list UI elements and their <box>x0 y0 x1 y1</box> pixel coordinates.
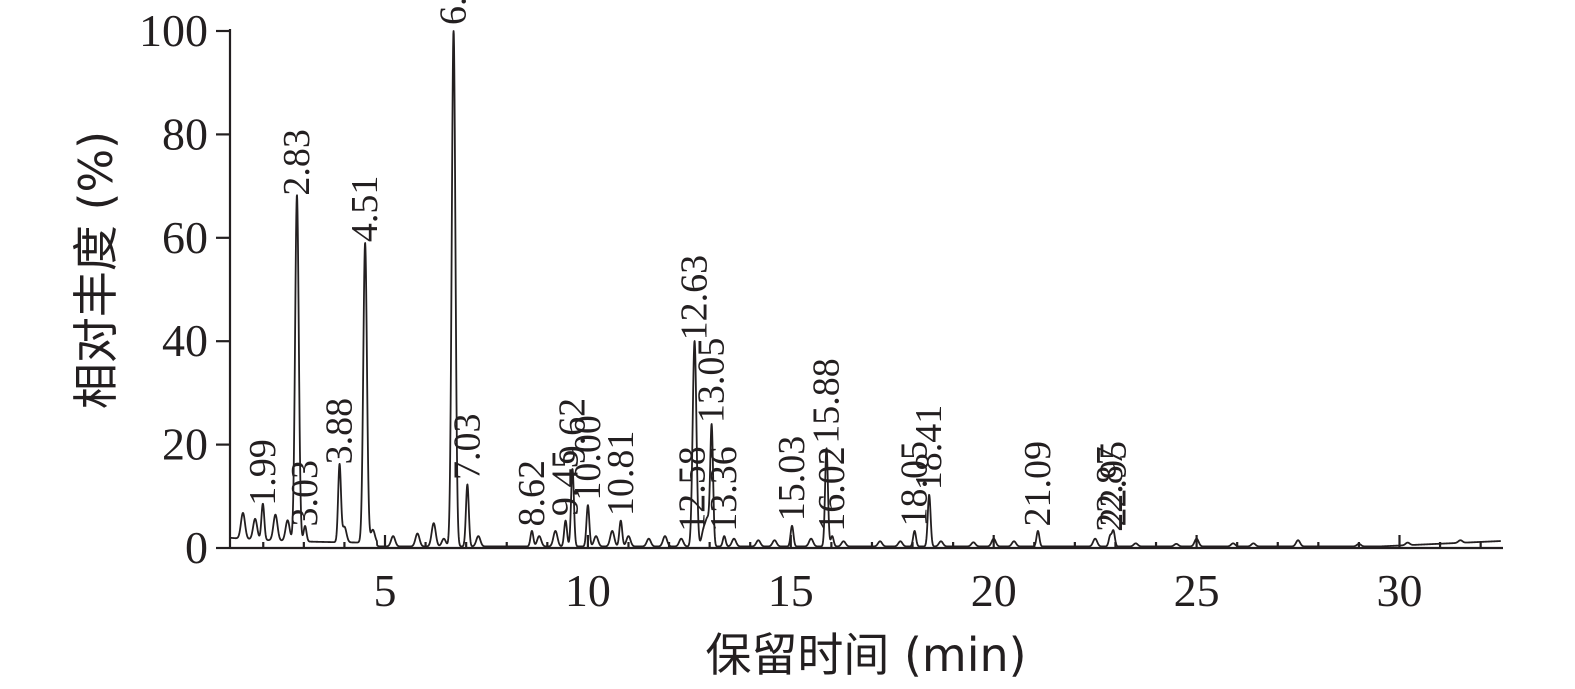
y-tick-label: 80 <box>162 108 208 159</box>
peak-label: 12.63 <box>674 255 716 341</box>
x-tick-label: 30 <box>1377 565 1423 616</box>
peak-label: 12.58 <box>672 446 714 532</box>
x-tick-label: 20 <box>971 565 1017 616</box>
y-tick-label: 20 <box>162 419 208 470</box>
x-tick-label: 5 <box>374 565 397 616</box>
peak-label: 21.09 <box>1017 441 1059 527</box>
peak-label: 2.83 <box>276 129 318 196</box>
y-tick-label: 100 <box>139 5 208 56</box>
axes <box>228 29 1503 550</box>
x-tick-label: 15 <box>768 565 814 616</box>
peak-label: 9.45 <box>545 450 587 517</box>
peak-label: 16.02 <box>811 446 853 532</box>
peak-label: 13.05 <box>691 338 733 424</box>
peak-label: 9.62 <box>552 398 594 465</box>
peak-label: 3.03 <box>284 460 326 527</box>
peak-label: 1.99 <box>242 439 284 506</box>
peak-label: 8.62 <box>511 460 553 527</box>
x-tick-label: 25 <box>1174 565 1220 616</box>
peak-label: 4.51 <box>344 176 386 243</box>
peak-label: 18.05 <box>894 441 936 527</box>
peak-label: 22.95 <box>1092 441 1134 527</box>
peak-labels: 1.99 2.83 3.033.88 4.51 6.69 7.03 8.629.459.62… <box>242 0 1135 532</box>
peak-label: 15.88 <box>806 358 848 444</box>
peak-label: 10.00 <box>567 415 609 501</box>
y-tick-label: 60 <box>162 212 208 263</box>
peak-label: 3.88 <box>319 398 361 465</box>
peak-label: 7.03 <box>446 414 488 481</box>
series-line <box>230 30 1502 548</box>
y-axis-title: 相对丰度 (%) <box>69 131 123 409</box>
peak-label: 22.87 <box>1089 446 1131 532</box>
x-tick-label: 10 <box>565 565 611 616</box>
peak-label: 15.03 <box>771 436 813 522</box>
trace-layer <box>230 30 1502 548</box>
peak-label: 10.81 <box>600 431 642 517</box>
peak-label: 13.36 <box>703 446 745 532</box>
ticks: 0 20 40 60 80 100 5 10 15 20 25 30 <box>139 5 1482 616</box>
peak-label: 18.41 <box>908 405 950 491</box>
peak-label: 6.69 <box>433 0 475 25</box>
y-tick-label: 0 <box>185 522 208 573</box>
x-axis-title: 保留时间 (min) <box>705 628 1026 682</box>
y-tick-label: 40 <box>162 315 208 366</box>
